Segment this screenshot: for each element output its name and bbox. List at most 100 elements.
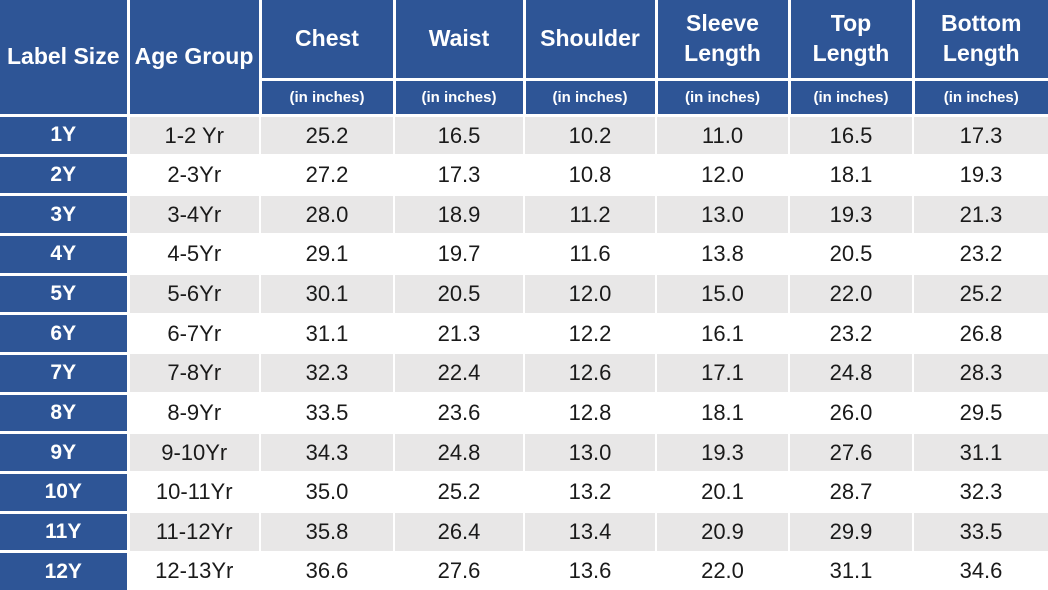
table-row: 12Y 12-13Yr 36.6 27.6 13.6 22.0 31.1 34.6 [0,550,1048,590]
cell-bottom-length: 32.3 [912,471,1048,514]
cell-age-group: 9-10Yr [127,431,261,474]
cell-shoulder: 12.8 [523,392,657,434]
cell-shoulder: 12.6 [523,352,657,395]
cell-top-length: 16.5 [788,114,914,157]
table-row: 3Y 3-4Yr 28.0 18.9 11.2 13.0 19.3 21.3 [0,193,1048,236]
cell-sleeve-length: 13.8 [655,233,790,276]
cell-top-length: 22.0 [788,273,914,315]
column-header-shoulder: Shoulder [522,0,658,81]
cell-age-group: 5-6Yr [127,273,261,315]
table-row: 1Y 1-2 Yr 25.2 16.5 10.2 11.0 16.5 17.3 [0,114,1048,157]
table-body: 1Y 1-2 Yr 25.2 16.5 10.2 11.0 16.5 17.3 2Y 2-3Yr 2… [0,114,1048,590]
cell-waist: 16.5 [393,114,525,157]
cell-bottom-length: 31.1 [912,431,1048,474]
table-row: 2Y 2-3Yr 27.2 17.3 10.8 12.0 18.1 19.3 [0,153,1048,197]
cell-chest: 31.1 [259,312,395,355]
row-label: 2Y [0,153,130,197]
column-header-top-length: Top Length [787,0,915,81]
cell-bottom-length: 17.3 [912,114,1048,157]
cell-age-group: 6-7Yr [127,312,261,355]
column-subheader-bottom-length: (in inches) [911,78,1048,117]
row-label: 10Y [0,470,130,514]
row-label: 12Y [0,550,130,590]
cell-bottom-length: 19.3 [912,154,1048,196]
cell-top-length: 26.0 [788,392,914,434]
cell-bottom-length: 21.3 [912,193,1048,236]
row-label: 9Y [0,431,130,474]
cell-waist: 27.6 [393,550,525,590]
cell-bottom-length: 26.8 [912,312,1048,355]
table-row: 9Y 9-10Yr 34.3 24.8 13.0 19.3 27.6 31.1 [0,431,1048,474]
cell-bottom-length: 28.3 [912,352,1048,395]
cell-top-length: 31.1 [788,550,914,590]
cell-waist: 25.2 [393,471,525,514]
cell-shoulder: 13.4 [523,511,657,553]
cell-shoulder: 13.6 [523,550,657,590]
cell-sleeve-length: 17.1 [655,352,790,395]
cell-bottom-length: 33.5 [912,511,1048,553]
cell-shoulder: 12.2 [523,312,657,355]
cell-shoulder: 10.8 [523,154,657,196]
column-header-label-size: Label Size [0,0,130,117]
cell-sleeve-length: 22.0 [655,550,790,590]
column-header-age-group: Age Group [126,0,262,117]
cell-bottom-length: 34.6 [912,550,1048,590]
cell-shoulder: 10.2 [523,114,657,157]
cell-top-length: 18.1 [788,154,914,196]
cell-shoulder: 13.0 [523,431,657,474]
cell-age-group: 11-12Yr [127,511,261,553]
cell-bottom-length: 25.2 [912,273,1048,315]
cell-chest: 33.5 [259,392,395,434]
cell-sleeve-length: 20.9 [655,511,790,553]
cell-shoulder: 13.2 [523,471,657,514]
row-label: 11Y [0,510,130,554]
cell-bottom-length: 23.2 [912,233,1048,276]
cell-sleeve-length: 15.0 [655,273,790,315]
cell-waist: 26.4 [393,511,525,553]
cell-top-length: 28.7 [788,471,914,514]
cell-chest: 28.0 [259,193,395,236]
column-header-sleeve-length: Sleeve Length [654,0,791,81]
cell-sleeve-length: 18.1 [655,392,790,434]
row-label: 6Y [0,312,130,355]
row-label: 8Y [0,391,130,435]
cell-sleeve-length: 13.0 [655,193,790,236]
cell-waist: 20.5 [393,273,525,315]
cell-waist: 24.8 [393,431,525,474]
column-subheader-shoulder: (in inches) [522,78,658,117]
column-subheader-sleeve-length: (in inches) [654,78,791,117]
row-label: 4Y [0,232,130,276]
cell-age-group: 12-13Yr [127,550,261,590]
cell-shoulder: 11.2 [523,193,657,236]
column-header-chest: Chest [258,0,396,81]
cell-chest: 27.2 [259,154,395,196]
column-subheader-top-length: (in inches) [787,78,915,117]
cell-top-length: 24.8 [788,352,914,395]
column-header-bottom-length: Bottom Length [911,0,1048,81]
column-subheader-chest: (in inches) [260,78,396,117]
cell-age-group: 7-8Yr [127,352,261,395]
cell-top-length: 20.5 [788,233,914,276]
cell-age-group: 10-11Yr [127,471,261,514]
cell-shoulder: 11.6 [523,233,657,276]
cell-chest: 32.3 [259,352,395,395]
cell-sleeve-length: 16.1 [655,312,790,355]
cell-waist: 17.3 [393,154,525,196]
row-label: 5Y [0,272,130,316]
cell-top-length: 27.6 [788,431,914,474]
cell-sleeve-length: 20.1 [655,471,790,514]
cell-waist: 21.3 [393,312,525,355]
cell-sleeve-length: 11.0 [655,114,790,157]
table-row: 5Y 5-6Yr 30.1 20.5 12.0 15.0 22.0 25.2 [0,272,1048,316]
cell-bottom-length: 29.5 [912,392,1048,434]
cell-top-length: 29.9 [788,511,914,553]
table-row: 11Y 11-12Yr 35.8 26.4 13.4 20.9 29.9 33.5 [0,510,1048,554]
cell-sleeve-length: 12.0 [655,154,790,196]
cell-age-group: 2-3Yr [127,154,261,196]
row-label: 3Y [0,193,130,236]
row-label: 1Y [0,114,130,157]
cell-chest: 30.1 [259,273,395,315]
cell-chest: 29.1 [259,233,395,276]
cell-waist: 19.7 [393,233,525,276]
